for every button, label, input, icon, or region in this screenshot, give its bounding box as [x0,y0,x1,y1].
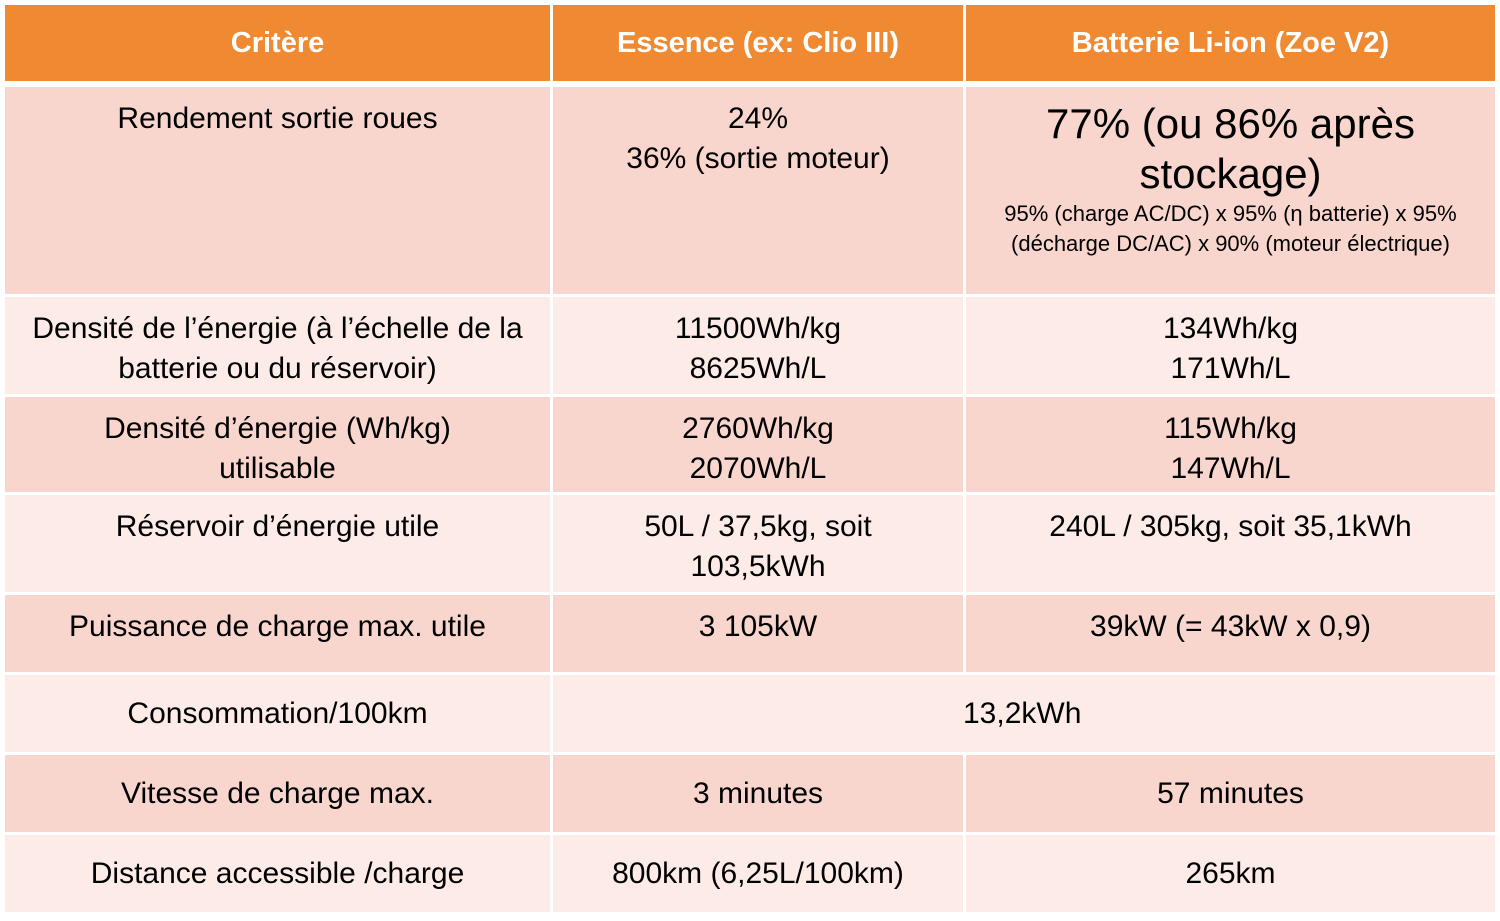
criterion-cell: Puissance de charge max. utile [2,592,553,675]
table-row: Densité de l’énergie (à l’échelle de la … [2,294,1498,397]
essence-cell: 11500Wh/kg 8625Wh/L [550,294,966,397]
header-criterion: Critère [2,2,553,87]
criterion-cell: Rendement sortie roues [2,82,553,297]
table-row: Distance accessible /charge 800km (6,25L… [2,832,1498,915]
header-row: Critère Essence (ex: Clio III) Batterie … [2,2,1498,87]
batterie-cell: 134Wh/kg 171Wh/L [963,294,1498,397]
batterie-detail-value: 95% (charge AC/DC) x 95% (η batterie) x … [1004,200,1457,256]
batterie-cell: 265km [963,832,1498,915]
essence-cell: 24% 36% (sortie moteur) [550,82,966,297]
batterie-value-line: 134Wh/kg [1162,312,1299,345]
essence-cell: 50L / 37,5kg, soit 103,5kWh [550,492,966,595]
criterion-cell: Distance accessible /charge [2,832,553,915]
batterie-value-line: 171Wh/L [1170,352,1291,385]
batterie-cell: 240L / 305kg, soit 35,1kWh [963,492,1498,595]
table-row: Consommation/100km 13,2kWh [2,672,1498,755]
criterion-cell: Consommation/100km [2,672,553,755]
criterion-cell: Densité de l’énergie (à l’échelle de la … [2,294,553,397]
criterion-cell: Vitesse de charge max. [2,752,553,835]
essence-cell: 800km (6,25L/100km) [550,832,966,915]
criterion-cell: Densité d’énergie (Wh/kg) utilisable [2,394,553,495]
table-row: Puissance de charge max. utile 3 105kW 3… [2,592,1498,675]
batterie-value-line: 115Wh/kg [1164,412,1297,445]
table-row: Rendement sortie roues 24% 36% (sortie m… [2,82,1498,297]
essence-value-line: 8625Wh/L [689,352,827,385]
criterion-cell: Réservoir d’énergie utile [2,492,553,595]
header-batterie: Batterie Li-ion (Zoe V2) [963,2,1498,87]
table-row: Réservoir d’énergie utile 50L / 37,5kg, … [2,492,1498,595]
batterie-value-line: 147Wh/L [1170,452,1291,485]
batterie-cell: 115Wh/kg 147Wh/L [963,394,1498,495]
essence-value-line: 11500Wh/kg [674,312,842,345]
shared-value-cell: 13,2kWh [550,672,1498,755]
header-essence: Essence (ex: Clio III) [550,2,966,87]
table-row: Vitesse de charge max. 3 minutes 57 minu… [2,752,1498,835]
essence-value-line: 36% (sortie moteur) [626,141,890,175]
essence-value-line: 2070Wh/L [689,452,827,485]
essence-cell: 2760Wh/kg 2070Wh/L [550,394,966,495]
batterie-cell: 39kW (= 43kW x 0,9) [963,592,1498,675]
batterie-main-value: 77% (ou 86% après stockage) [1046,99,1415,197]
essence-value-line: 24% [727,101,789,135]
batterie-cell: 57 minutes [963,752,1498,835]
essence-value-line: 2760Wh/kg [682,412,834,445]
essence-cell: 3 105kW [550,592,966,675]
essence-cell: 3 minutes [550,752,966,835]
batterie-cell: 77% (ou 86% après stockage) 95% (charge … [963,82,1498,297]
table-row: Densité d’énergie (Wh/kg) utilisable 276… [2,394,1498,495]
